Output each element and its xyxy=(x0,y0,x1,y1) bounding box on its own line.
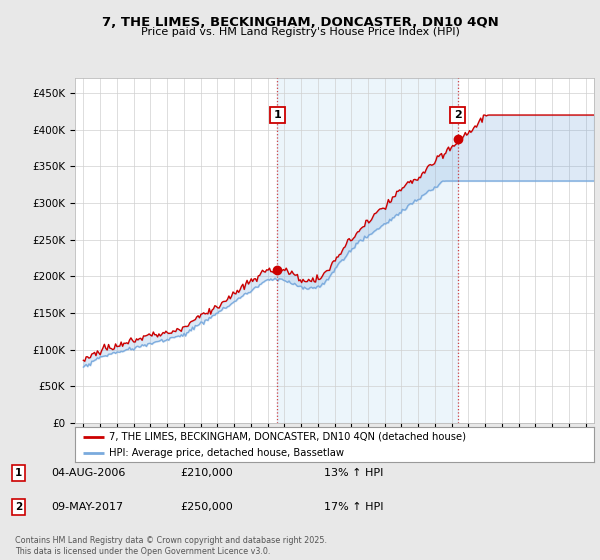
Text: 1: 1 xyxy=(274,110,281,120)
Text: 13% ↑ HPI: 13% ↑ HPI xyxy=(324,468,383,478)
Text: Price paid vs. HM Land Registry's House Price Index (HPI): Price paid vs. HM Land Registry's House … xyxy=(140,27,460,37)
Text: £250,000: £250,000 xyxy=(180,502,233,512)
Text: 04-AUG-2006: 04-AUG-2006 xyxy=(51,468,125,478)
Text: Contains HM Land Registry data © Crown copyright and database right 2025.
This d: Contains HM Land Registry data © Crown c… xyxy=(15,536,327,556)
Text: 7, THE LIMES, BECKINGHAM, DONCASTER, DN10 4QN (detached house): 7, THE LIMES, BECKINGHAM, DONCASTER, DN1… xyxy=(109,432,466,442)
Text: 09-MAY-2017: 09-MAY-2017 xyxy=(51,502,123,512)
Bar xyxy=(277,78,458,423)
Text: 7, THE LIMES, BECKINGHAM, DONCASTER, DN10 4QN: 7, THE LIMES, BECKINGHAM, DONCASTER, DN1… xyxy=(101,16,499,29)
Text: 1: 1 xyxy=(15,468,22,478)
Text: 2: 2 xyxy=(15,502,22,512)
Text: HPI: Average price, detached house, Bassetlaw: HPI: Average price, detached house, Bass… xyxy=(109,447,344,458)
Text: £210,000: £210,000 xyxy=(180,468,233,478)
Text: 2: 2 xyxy=(454,110,461,120)
Text: 17% ↑ HPI: 17% ↑ HPI xyxy=(324,502,383,512)
